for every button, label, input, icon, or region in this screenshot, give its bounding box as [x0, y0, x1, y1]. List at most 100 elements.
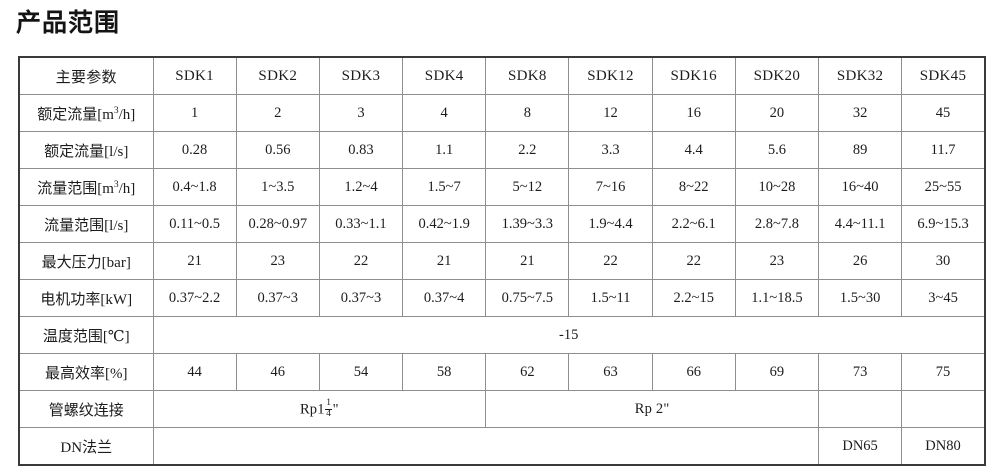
- product-range-table: 主要参数 SDK1 SDK2 SDK3 SDK4 SDK8 SDK12 SDK1…: [18, 56, 986, 466]
- cell-rated-flow-m3h-sdk12: 12: [568, 94, 653, 132]
- cell-flow-range-m3h-sdk16: 8~22: [651, 168, 736, 206]
- table-row-max-efficiency: 最高效率[%] 44 46 54 58 62 63 66 69 73 75: [18, 353, 986, 391]
- cell-rated-flow-m3h-sdk32: 32: [817, 94, 903, 132]
- cell-pipe-thread-sdk1-sdk4: Rp1 1 4 ": [152, 390, 487, 428]
- cell-max-efficiency-sdk3: 54: [318, 353, 404, 391]
- cell-max-pressure-sdk4: 21: [402, 242, 487, 280]
- header-model-sdk1: SDK1: [152, 56, 237, 95]
- superscript-3: 3: [113, 179, 119, 190]
- cell-flow-range-m3h-sdk8: 5~12: [485, 168, 570, 206]
- cell-rated-flow-ls-sdk45: 11.7: [901, 131, 986, 169]
- cell-flow-range-m3h-sdk1: 0.4~1.8: [152, 168, 237, 206]
- table-header-row: 主要参数 SDK1 SDK2 SDK3 SDK4 SDK8 SDK12 SDK1…: [18, 56, 986, 95]
- fraction-numerator: 1: [325, 397, 333, 410]
- superscript-3: 3: [113, 105, 119, 116]
- cell-motor-power-sdk12: 1.5~11: [568, 279, 653, 317]
- row-label-text: 流量范围[m: [37, 180, 114, 197]
- cell-rated-flow-m3h-sdk16: 16: [651, 94, 736, 132]
- cell-flow-range-m3h-sdk45: 25~55: [901, 168, 986, 206]
- table-row-dn-flange: DN法兰 DN65 DN80: [18, 427, 986, 466]
- cell-pipe-thread-sdk8-sdk20: Rp 2": [485, 390, 819, 428]
- row-label-temperature-range: 温度范围[℃]: [18, 316, 154, 354]
- row-label-rated-flow-ls: 额定流量[l/s]: [18, 131, 154, 169]
- header-model-sdk2: SDK2: [235, 56, 320, 95]
- cell-max-efficiency-sdk12: 63: [568, 353, 653, 391]
- cell-max-pressure-sdk45: 30: [901, 242, 986, 280]
- cell-flow-range-ls-sdk2: 0.28~0.97: [235, 205, 320, 243]
- row-label-rated-flow-m3h: 额定流量[m3/h]: [18, 94, 154, 132]
- header-model-sdk16: SDK16: [651, 56, 736, 95]
- cell-motor-power-sdk32: 1.5~30: [817, 279, 903, 317]
- cell-max-efficiency-sdk32: 73: [817, 353, 903, 391]
- cell-flow-range-m3h-sdk12: 7~16: [568, 168, 653, 206]
- cell-max-pressure-sdk32: 26: [817, 242, 903, 280]
- cell-rated-flow-m3h-sdk1: 1: [152, 94, 237, 132]
- cell-max-efficiency-sdk2: 46: [235, 353, 320, 391]
- table-row-flow-range-ls: 流量范围[l/s] 0.11~0.5 0.28~0.97 0.33~1.1 0.…: [18, 205, 986, 243]
- cell-motor-power-sdk3: 0.37~3: [318, 279, 404, 317]
- cell-flow-range-ls-sdk4: 0.42~1.9: [402, 205, 487, 243]
- cell-motor-power-sdk16: 2.2~15: [651, 279, 736, 317]
- cell-flow-range-ls-sdk3: 0.33~1.1: [318, 205, 404, 243]
- cell-motor-power-sdk1: 0.37~2.2: [152, 279, 237, 317]
- cell-motor-power-sdk4: 0.37~4: [402, 279, 487, 317]
- cell-max-pressure-sdk2: 23: [235, 242, 320, 280]
- row-label-text: 额定流量[m: [37, 106, 114, 123]
- table-row-max-pressure: 最大压力[bar] 21 23 22 21 21 22 22 23 26 30: [18, 242, 986, 280]
- row-label-max-efficiency: 最高效率[%]: [18, 353, 154, 391]
- cell-rated-flow-ls-sdk20: 5.6: [734, 131, 820, 169]
- table-row-pipe-thread: 管螺纹连接 Rp1 1 4 " Rp 2": [18, 390, 986, 428]
- row-label-motor-power: 电机功率[kW]: [18, 279, 154, 317]
- cell-max-pressure-sdk1: 21: [152, 242, 237, 280]
- cell-motor-power-sdk2: 0.37~3: [235, 279, 320, 317]
- cell-pipe-thread-sdk45: [901, 390, 986, 428]
- row-label-max-pressure: 最大压力[bar]: [18, 242, 154, 280]
- cell-rated-flow-ls-sdk1: 0.28: [152, 131, 237, 169]
- cell-max-pressure-sdk8: 21: [485, 242, 570, 280]
- cell-flow-range-m3h-sdk32: 16~40: [817, 168, 903, 206]
- cell-flow-range-ls-sdk32: 4.4~11.1: [817, 205, 903, 243]
- cell-dn-flange-sdk45: DN80: [901, 427, 986, 466]
- cell-dn-flange-sdk1-sdk20: [152, 427, 819, 466]
- table-row-motor-power: 电机功率[kW] 0.37~2.2 0.37~3 0.37~3 0.37~4 0…: [18, 279, 986, 317]
- header-param-label: 主要参数: [18, 56, 154, 95]
- cell-flow-range-m3h-sdk20: 10~28: [734, 168, 820, 206]
- header-model-sdk8: SDK8: [485, 56, 570, 95]
- cell-flow-range-ls-sdk20: 2.8~7.8: [734, 205, 820, 243]
- cell-flow-range-m3h-sdk3: 1.2~4: [318, 168, 404, 206]
- cell-flow-range-ls-sdk45: 6.9~15.3: [901, 205, 986, 243]
- row-label-pipe-thread: 管螺纹连接: [18, 390, 154, 428]
- cell-rated-flow-ls-sdk4: 1.1: [402, 131, 487, 169]
- header-model-sdk4: SDK4: [402, 56, 487, 95]
- table-row-rated-flow-m3h: 额定流量[m3/h] 1 2 3 4 8 12 16 20 32 45: [18, 94, 986, 132]
- cell-max-efficiency-sdk20: 69: [734, 353, 820, 391]
- cell-rated-flow-m3h-sdk2: 2: [235, 94, 320, 132]
- cell-rated-flow-ls-sdk16: 4.4: [651, 131, 736, 169]
- cell-rated-flow-m3h-sdk4: 4: [402, 94, 487, 132]
- cell-max-efficiency-sdk8: 62: [485, 353, 570, 391]
- cell-flow-range-ls-sdk1: 0.11~0.5: [152, 205, 237, 243]
- thread-size-prefix: Rp1: [299, 401, 325, 418]
- header-model-sdk32: SDK32: [817, 56, 903, 95]
- cell-temperature-range-all-models: -15: [152, 316, 986, 354]
- header-model-sdk3: SDK3: [318, 56, 404, 95]
- row-label-flow-range-ls: 流量范围[l/s]: [18, 205, 154, 243]
- cell-dn-flange-sdk32: DN65: [817, 427, 903, 466]
- spec-table-container: 主要参数 SDK1 SDK2 SDK3 SDK4 SDK8 SDK12 SDK1…: [18, 56, 986, 466]
- row-label-dn-flange: DN法兰: [18, 427, 154, 466]
- cell-flow-range-ls-sdk8: 1.39~3.3: [485, 205, 570, 243]
- cell-max-efficiency-sdk4: 58: [402, 353, 487, 391]
- cell-rated-flow-ls-sdk3: 0.83: [318, 131, 404, 169]
- cell-motor-power-sdk45: 3~45: [901, 279, 986, 317]
- table-row-flow-range-m3h: 流量范围[m3/h] 0.4~1.8 1~3.5 1.2~4 1.5~7 5~1…: [18, 168, 986, 206]
- cell-max-pressure-sdk12: 22: [568, 242, 653, 280]
- cell-motor-power-sdk8: 0.75~7.5: [485, 279, 570, 317]
- header-model-sdk20: SDK20: [734, 56, 820, 95]
- cell-rated-flow-ls-sdk2: 0.56: [235, 131, 320, 169]
- cell-flow-range-m3h-sdk2: 1~3.5: [235, 168, 320, 206]
- row-label-flow-range-m3h: 流量范围[m3/h]: [18, 168, 154, 206]
- cell-rated-flow-ls-sdk8: 2.2: [485, 131, 570, 169]
- header-model-sdk45: SDK45: [901, 56, 986, 95]
